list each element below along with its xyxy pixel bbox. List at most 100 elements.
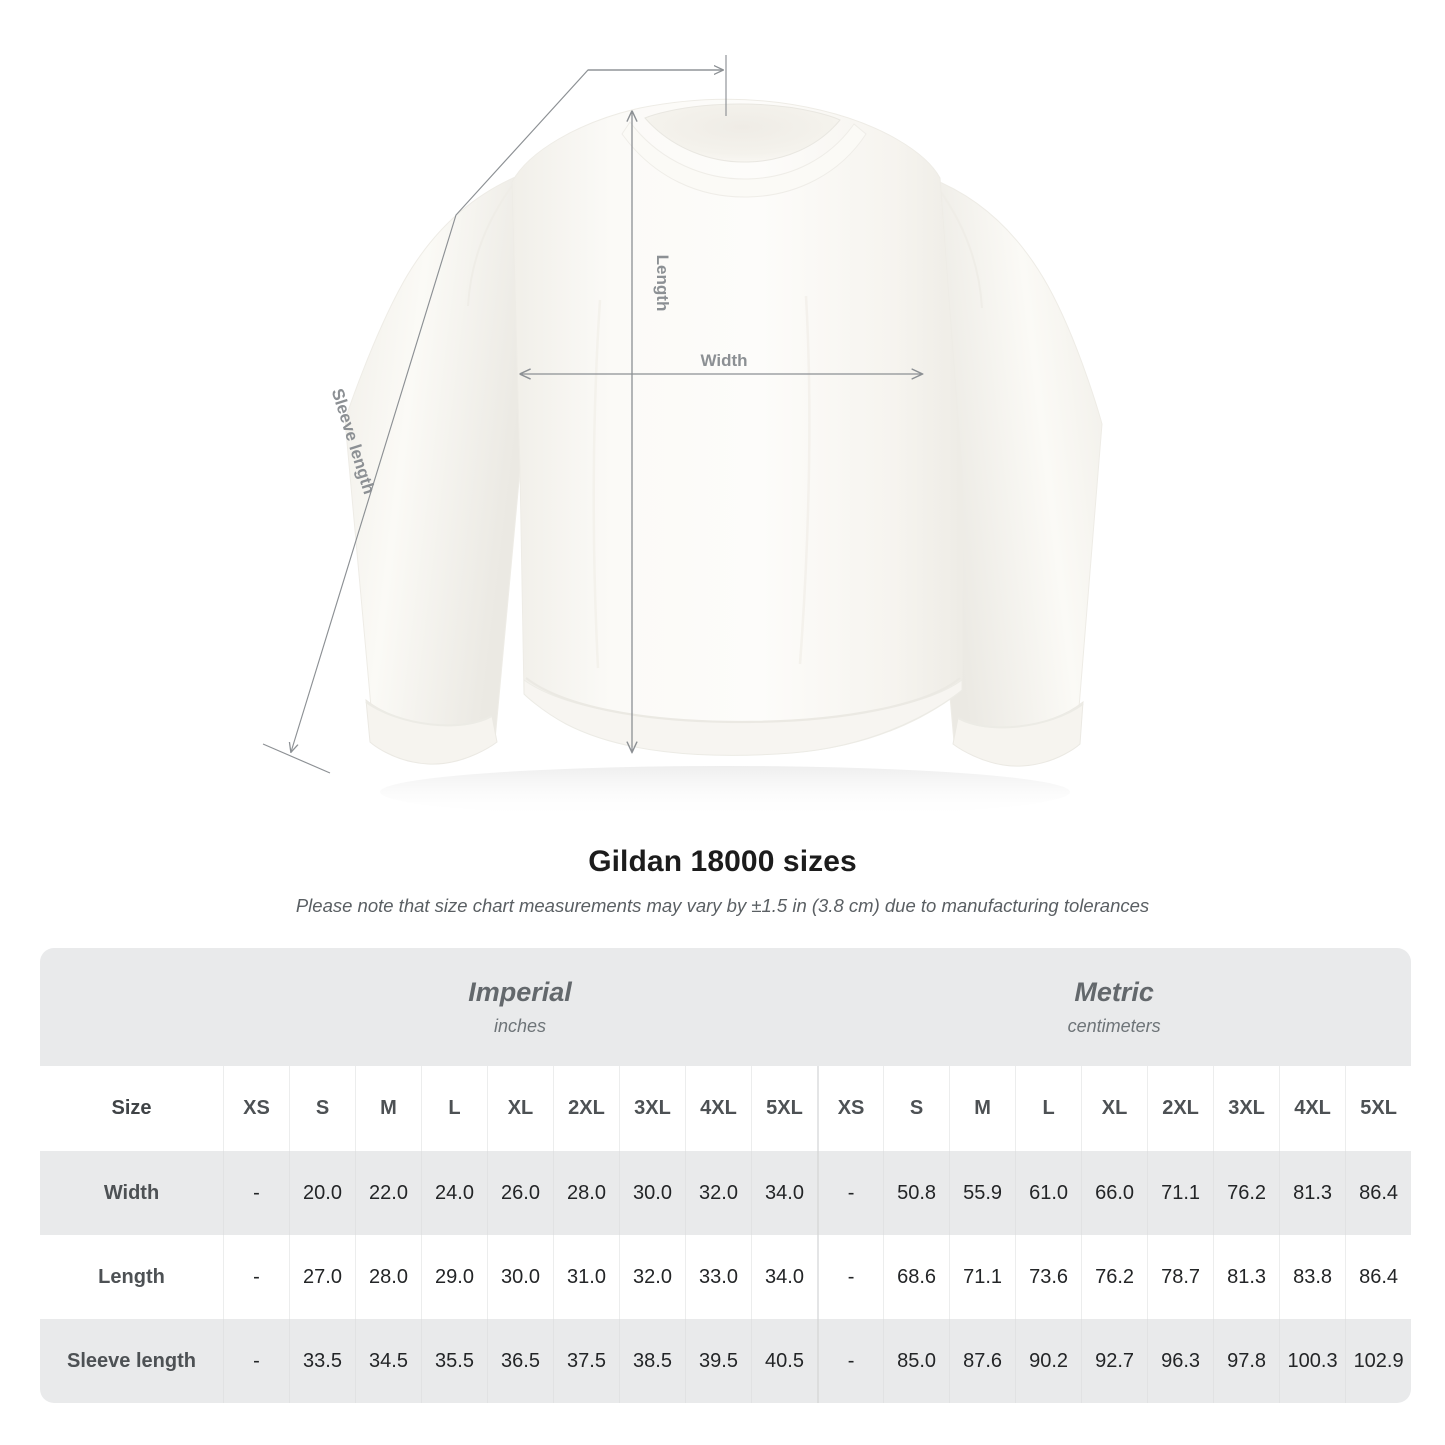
cell-width-imperial-s: 20.0 <box>289 1151 355 1235</box>
cell-length-imperial-m: 28.0 <box>355 1235 421 1319</box>
table-row: Width - 20.0 22.0 24.0 26.0 28.0 30.0 32… <box>40 1151 1412 1235</box>
cell-width-imperial-4xl: 32.0 <box>685 1151 751 1235</box>
cell-length-metric-2xl: 78.7 <box>1147 1235 1214 1319</box>
cell-width-imperial-xl: 26.0 <box>487 1151 553 1235</box>
cell-length-imperial-2xl: 31.0 <box>553 1235 619 1319</box>
col-header-metric-3xl: 3XL <box>1213 1066 1280 1151</box>
cell-length-imperial-5xl: 34.0 <box>751 1235 818 1319</box>
size-header-row: Size XS S M L XL 2XL 3XL 4XL 5XL XS S M … <box>40 1066 1412 1151</box>
imperial-unit-name: Imperial <box>468 976 572 1007</box>
col-header-metric-4xl: 4XL <box>1279 1066 1346 1151</box>
cell-width-imperial-3xl: 30.0 <box>619 1151 685 1235</box>
cell-sleeve-imperial-s: 33.5 <box>289 1319 355 1403</box>
cell-sleeve-imperial-l: 35.5 <box>421 1319 487 1403</box>
cell-length-imperial-xl: 30.0 <box>487 1235 553 1319</box>
row-label-width: Width <box>40 1151 223 1235</box>
left-sleeve <box>344 174 521 750</box>
cell-width-imperial-5xl: 34.0 <box>751 1151 818 1235</box>
cell-width-metric-xs: - <box>817 1151 884 1235</box>
cell-sleeve-metric-3xl: 97.8 <box>1213 1319 1280 1403</box>
row-label-length: Length <box>40 1235 223 1319</box>
row-label-sleeve-length: Sleeve length <box>40 1319 223 1403</box>
cell-width-metric-xl: 66.0 <box>1081 1151 1148 1235</box>
cell-width-metric-2xl: 71.1 <box>1147 1151 1214 1235</box>
cell-width-imperial-m: 22.0 <box>355 1151 421 1235</box>
cell-length-metric-xl: 76.2 <box>1081 1235 1148 1319</box>
cell-length-metric-m: 71.1 <box>949 1235 1016 1319</box>
cell-sleeve-imperial-2xl: 37.5 <box>553 1319 619 1403</box>
right-shoulder-seam <box>937 187 983 309</box>
garment-illustration: Length Width Sleeve length <box>262 55 1103 818</box>
metric-unit-sub: centimeters <box>1067 1016 1161 1037</box>
col-header-imperial-xs: XS <box>223 1066 289 1151</box>
page-title: Gildan 18000 sizes <box>588 845 857 878</box>
cell-sleeve-imperial-m: 34.5 <box>355 1319 421 1403</box>
table-row: Sleeve length - 33.5 34.5 35.5 36.5 37.5… <box>40 1319 1412 1403</box>
cell-sleeve-metric-2xl: 96.3 <box>1147 1319 1214 1403</box>
col-header-metric-xs: XS <box>817 1066 884 1151</box>
col-header-imperial-5xl: 5XL <box>751 1066 818 1151</box>
col-header-metric-xl: XL <box>1081 1066 1148 1151</box>
size-table: Imperial inches Metric centimeters Size … <box>40 948 1412 1403</box>
cell-length-metric-s: 68.6 <box>883 1235 950 1319</box>
cell-width-metric-4xl: 81.3 <box>1279 1151 1346 1235</box>
left-cuff-seam <box>365 701 493 727</box>
cell-width-metric-l: 61.0 <box>1015 1151 1082 1235</box>
col-header-imperial-xl: XL <box>487 1066 553 1151</box>
col-header-imperial-m: M <box>355 1066 421 1151</box>
width-label: Width <box>700 351 747 370</box>
cell-sleeve-metric-xs: - <box>817 1319 884 1403</box>
cell-length-metric-l: 73.6 <box>1015 1235 1082 1319</box>
cell-length-imperial-3xl: 32.0 <box>619 1235 685 1319</box>
tolerance-note: Please note that size chart measurements… <box>295 895 1150 916</box>
collar-rib <box>621 121 867 198</box>
col-header-metric-5xl: 5XL <box>1345 1066 1412 1151</box>
cell-width-metric-m: 55.9 <box>949 1151 1016 1235</box>
size-table-wrap: Imperial inches Metric centimeters Size … <box>40 948 1412 1403</box>
cell-length-imperial-4xl: 33.0 <box>685 1235 751 1319</box>
sweatshirt-body <box>511 98 963 755</box>
col-header-metric-l: L <box>1015 1066 1082 1151</box>
length-label: Length <box>653 255 672 312</box>
col-header-imperial-2xl: 2XL <box>553 1066 619 1151</box>
cell-sleeve-metric-xl: 92.7 <box>1081 1319 1148 1403</box>
col-header-imperial-3xl: 3XL <box>619 1066 685 1151</box>
fabric-fold <box>592 299 602 669</box>
cell-length-metric-xs: - <box>817 1235 884 1319</box>
garment-shadow <box>380 766 1070 818</box>
title-block: Gildan 18000 sizes Please note that size… <box>0 845 1445 917</box>
cell-sleeve-metric-5xl: 102.9 <box>1345 1319 1412 1403</box>
cell-length-imperial-s: 27.0 <box>289 1235 355 1319</box>
hem-seam <box>525 677 961 724</box>
cell-width-imperial-2xl: 28.0 <box>553 1151 619 1235</box>
col-header-metric-2xl: 2XL <box>1147 1066 1214 1151</box>
cell-length-metric-3xl: 81.3 <box>1213 1235 1280 1319</box>
left-shoulder-seam <box>467 185 513 307</box>
imperial-unit-cell: Imperial inches <box>223 948 818 1066</box>
fabric-fold <box>798 295 811 665</box>
cell-length-metric-4xl: 83.8 <box>1279 1235 1346 1319</box>
col-header-imperial-4xl: 4XL <box>685 1066 751 1151</box>
cell-sleeve-metric-4xl: 100.3 <box>1279 1319 1346 1403</box>
table-row: Length - 27.0 28.0 29.0 30.0 31.0 32.0 3… <box>40 1235 1412 1319</box>
cell-length-imperial-xs: - <box>223 1235 289 1319</box>
cell-sleeve-imperial-xl: 36.5 <box>487 1319 553 1403</box>
col-header-metric-m: M <box>949 1066 1016 1151</box>
cell-width-metric-5xl: 86.4 <box>1345 1151 1412 1235</box>
cell-sleeve-imperial-3xl: 38.5 <box>619 1319 685 1403</box>
cell-sleeve-imperial-5xl: 40.5 <box>751 1319 818 1403</box>
unit-spacer-cell <box>40 948 223 1066</box>
unit-banner-row: Imperial inches Metric centimeters <box>40 948 1412 1066</box>
imperial-unit-sub: inches <box>494 1016 547 1037</box>
cell-width-imperial-l: 24.0 <box>421 1151 487 1235</box>
cell-width-metric-3xl: 76.2 <box>1213 1151 1280 1235</box>
cell-length-metric-5xl: 86.4 <box>1345 1235 1412 1319</box>
right-cuff-seam <box>957 703 1084 729</box>
size-header-label: Size <box>40 1066 223 1151</box>
cell-width-metric-s: 50.8 <box>883 1151 950 1235</box>
metric-unit-name: Metric <box>1074 976 1154 1007</box>
col-header-imperial-l: L <box>421 1066 487 1151</box>
metric-unit-cell: Metric centimeters <box>817 948 1412 1066</box>
sleeve-end-tick <box>262 743 331 774</box>
